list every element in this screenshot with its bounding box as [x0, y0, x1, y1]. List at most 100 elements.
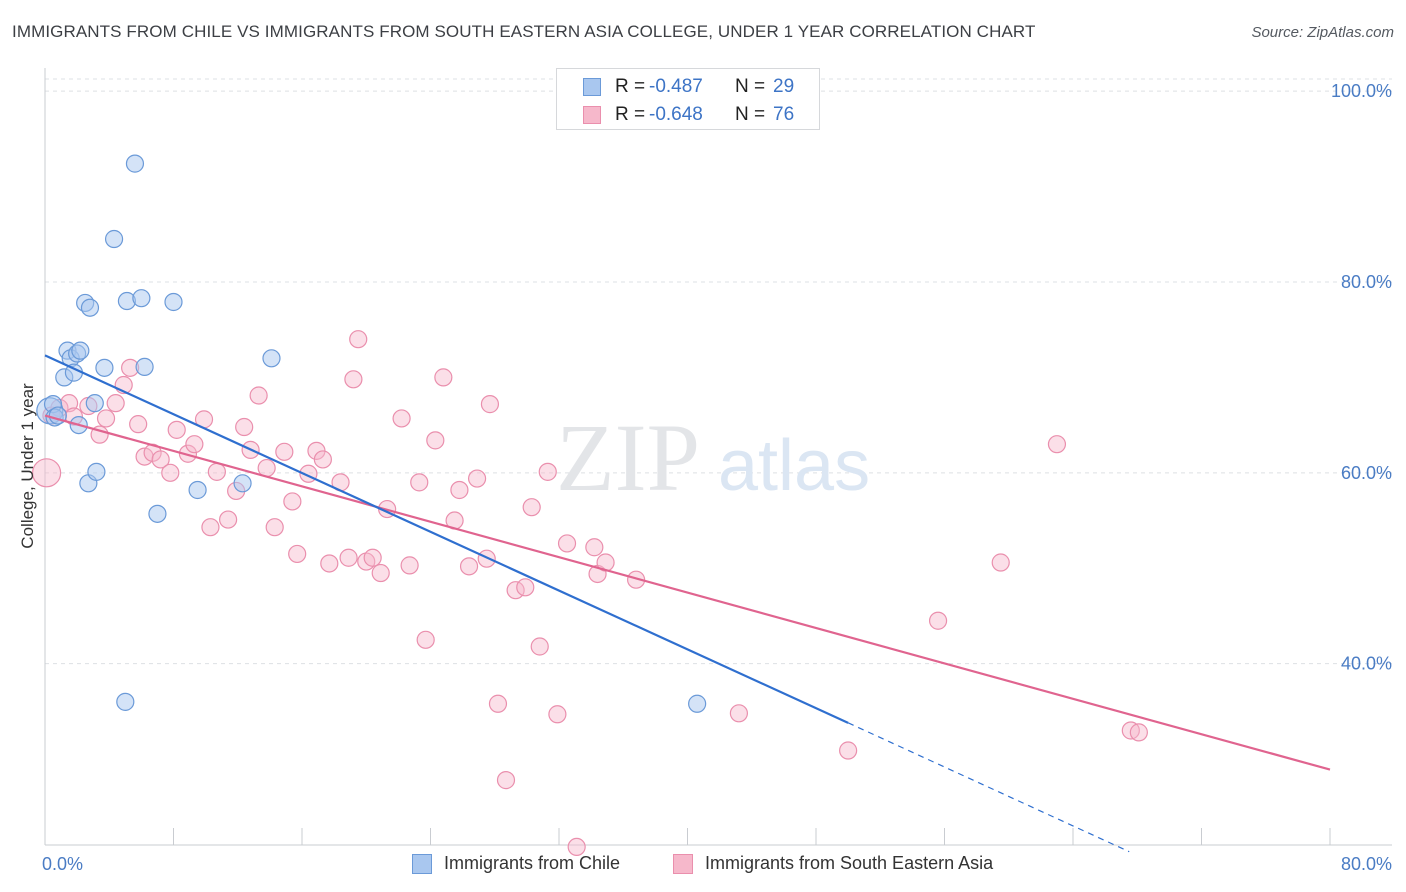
stats-r-value: -0.648 — [649, 104, 703, 125]
point-south-eastern-asia — [96, 409, 116, 428]
point-south-eastern-asia — [167, 420, 186, 439]
point-south-eastern-asia — [434, 368, 453, 387]
point-chile — [104, 229, 124, 249]
stats-row-chile: R = -0.487 N = 29 — [557, 71, 819, 101]
legend-label-sea: Immigrants from South Eastern Asia — [705, 853, 994, 873]
point-south-eastern-asia — [344, 370, 363, 389]
tick-labels: 40.0% 60.0% 80.0% 100.0% 0.0% 80.0% — [42, 81, 1392, 874]
watermark-atlas: atlas — [718, 426, 870, 506]
point-south-eastern-asia — [467, 469, 487, 488]
watermark: ZIP atlas — [556, 404, 870, 511]
point-south-eastern-asia — [349, 330, 368, 349]
stats-r-label: R = — [615, 76, 646, 97]
point-chile — [71, 341, 90, 360]
trend-line-chile — [44, 354, 849, 724]
point-south-eastern-asia — [496, 771, 516, 790]
point-south-eastern-asia — [522, 498, 541, 517]
point-south-eastern-asia — [400, 556, 419, 575]
legend-swatch-chile — [412, 854, 432, 874]
point-south-eastern-asia — [371, 563, 390, 583]
point-south-eastern-asia — [1047, 435, 1067, 454]
trend-lines — [44, 354, 1331, 853]
point-south-eastern-asia — [530, 637, 549, 656]
axes — [44, 68, 1392, 846]
point-chile — [116, 692, 135, 711]
point-south-eastern-asia — [548, 705, 567, 724]
point-chile — [262, 349, 281, 368]
point-south-eastern-asia — [32, 458, 62, 488]
stats-n-value: 76 — [773, 104, 795, 125]
point-chile — [135, 357, 154, 376]
legend: Immigrants from Chile Immigrants from So… — [0, 850, 1406, 880]
grid-lines — [45, 78, 1392, 665]
point-south-eastern-asia — [339, 548, 358, 567]
watermark-zip: ZIP — [556, 404, 700, 511]
point-south-eastern-asia — [219, 510, 238, 529]
point-south-eastern-asia — [313, 450, 332, 469]
point-south-eastern-asia — [1129, 723, 1148, 742]
point-south-eastern-asia — [283, 492, 302, 511]
stats-swatch-chile — [583, 78, 601, 96]
point-south-eastern-asia — [416, 630, 435, 649]
point-chile — [132, 289, 151, 308]
point-south-eastern-asia — [129, 415, 148, 434]
source-note: Source: ZipAtlas.com — [1251, 24, 1394, 41]
point-chile — [688, 694, 707, 713]
point-south-eastern-asia — [538, 462, 557, 481]
point-south-eastern-asia — [567, 837, 586, 857]
series-chile-points — [36, 154, 707, 713]
chart-title: IMMIGRANTS FROM CHILE VS IMMIGRANTS FROM… — [12, 22, 1036, 41]
point-south-eastern-asia — [201, 518, 220, 537]
point-south-eastern-asia — [265, 518, 284, 537]
point-chile — [233, 474, 252, 493]
point-chile — [125, 154, 145, 173]
point-south-eastern-asia — [991, 553, 1010, 572]
legend-label-chile: Immigrants from Chile — [444, 853, 621, 873]
point-south-eastern-asia — [839, 741, 858, 760]
trend-line-chile-extension — [847, 722, 1130, 853]
point-south-eastern-asia — [585, 538, 604, 557]
stats-n-label: N = — [735, 76, 766, 97]
point-south-eastern-asia — [235, 417, 254, 437]
y-tick-label: 80.0% — [1341, 272, 1392, 292]
point-south-eastern-asia — [320, 554, 339, 573]
point-south-eastern-asia — [161, 463, 180, 482]
y-tick-label: 100.0% — [1331, 81, 1392, 101]
point-south-eastern-asia — [106, 394, 125, 413]
trend-line-south-eastern-asia — [44, 414, 1331, 771]
point-south-eastern-asia — [249, 386, 268, 405]
point-south-eastern-asia — [288, 544, 307, 564]
y-tick-label: 60.0% — [1341, 463, 1392, 483]
point-south-eastern-asia — [207, 462, 226, 481]
stats-row-sea: R = -0.648 N = 76 — [557, 99, 819, 129]
point-chile — [85, 394, 104, 413]
legend-swatch-sea — [673, 854, 693, 874]
point-south-eastern-asia — [426, 431, 445, 450]
point-south-eastern-asia — [410, 473, 429, 492]
point-chile — [164, 292, 183, 312]
stats-swatch-sea — [583, 106, 601, 124]
stats-box: R = -0.487 N = 29 R = -0.648 N = 76 — [556, 68, 820, 130]
point-south-eastern-asia — [928, 611, 948, 630]
point-south-eastern-asia — [450, 480, 469, 500]
point-chile — [87, 462, 106, 481]
point-south-eastern-asia — [275, 442, 294, 461]
point-south-eastern-asia — [729, 704, 749, 723]
x-tick-label: 0.0% — [42, 854, 83, 874]
point-south-eastern-asia — [151, 450, 170, 469]
point-chile — [188, 480, 207, 500]
stats-r-value: -0.487 — [649, 76, 703, 97]
y-tick-label: 40.0% — [1341, 654, 1392, 674]
point-south-eastern-asia — [516, 578, 535, 597]
x-tick-label: 80.0% — [1341, 854, 1392, 874]
y-axis-label: College, Under 1 year — [18, 383, 37, 549]
point-south-eastern-asia — [392, 409, 411, 428]
stats-n-label: N = — [735, 104, 766, 125]
stats-n-value: 29 — [773, 76, 795, 97]
point-south-eastern-asia — [363, 548, 382, 567]
point-chile — [95, 358, 114, 377]
point-chile — [80, 298, 100, 317]
stats-r-label: R = — [615, 104, 646, 125]
point-south-eastern-asia — [185, 435, 204, 454]
